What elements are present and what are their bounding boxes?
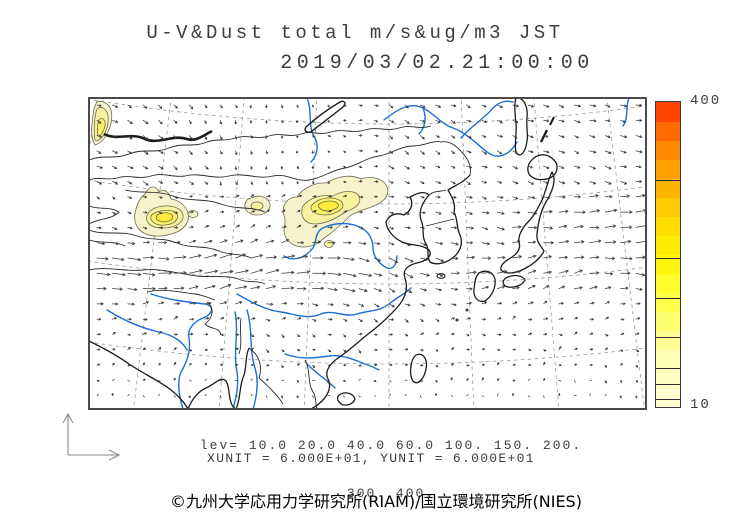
colorbar-tick (656, 180, 680, 182)
colorbar-tick (656, 258, 680, 260)
plot-title: U-V&Dust total m/s&ug/m3 JST (146, 22, 564, 44)
lev-legend-line2: 300. 400. (346, 486, 436, 501)
colorbar-step (656, 387, 680, 408)
colorbar-step (656, 349, 680, 370)
axis-arrows (62, 412, 121, 461)
colorbar-max-label: 400 (690, 93, 722, 109)
colorbar-min-label: 10 (690, 397, 711, 413)
units-label: XUNIT = 6.000E+01, YUNIT = 6.000E+01 (207, 451, 535, 466)
colorbar-step (656, 273, 680, 294)
lev-legend-line1: lev= 10.0 20.0 40.0 60.0 100. 150. 200. (199, 438, 583, 453)
colorbar-step (656, 197, 680, 217)
colorbar-step (656, 140, 680, 160)
colorbar-step (656, 216, 680, 236)
colorbar-step (656, 330, 680, 351)
colorbar-step (656, 311, 680, 332)
country-borders (89, 125, 471, 409)
colorbar-step (656, 102, 680, 122)
plot-datetime: 2019/03/02.21:00:00 (280, 52, 594, 75)
colorbar-step (656, 121, 680, 141)
colorbar (655, 101, 681, 408)
graticule-lines (89, 98, 646, 409)
colorbar-step (656, 178, 680, 198)
colorbar-tick (656, 399, 680, 401)
colorbar-tick (656, 297, 680, 299)
rivers (106, 98, 630, 409)
coastlines (89, 98, 558, 409)
up-arrow-icon (62, 412, 74, 455)
colorbar-tick (656, 336, 680, 338)
dust-contours (91, 101, 389, 248)
right-arrow-icon (68, 449, 121, 461)
colorbar-step (656, 159, 680, 179)
colorbar-step (656, 292, 680, 313)
map-border-rect (89, 98, 646, 409)
colorbar-tick (656, 383, 680, 385)
dust-map-canvas (89, 98, 646, 409)
colorbar-tick (656, 367, 680, 369)
wind-vectors (96, 103, 646, 399)
colorbar-step (656, 235, 680, 255)
contour-level-legend: lev= 10.0 20.0 40.0 60.0 100. 150. 200. … (30, 406, 752, 518)
copyright-text: ©九州大学応用力学研究所(RIAM)/国立環境研究所(NIES) (170, 492, 582, 511)
map-frame (88, 97, 647, 410)
colorbar-step (656, 368, 680, 389)
